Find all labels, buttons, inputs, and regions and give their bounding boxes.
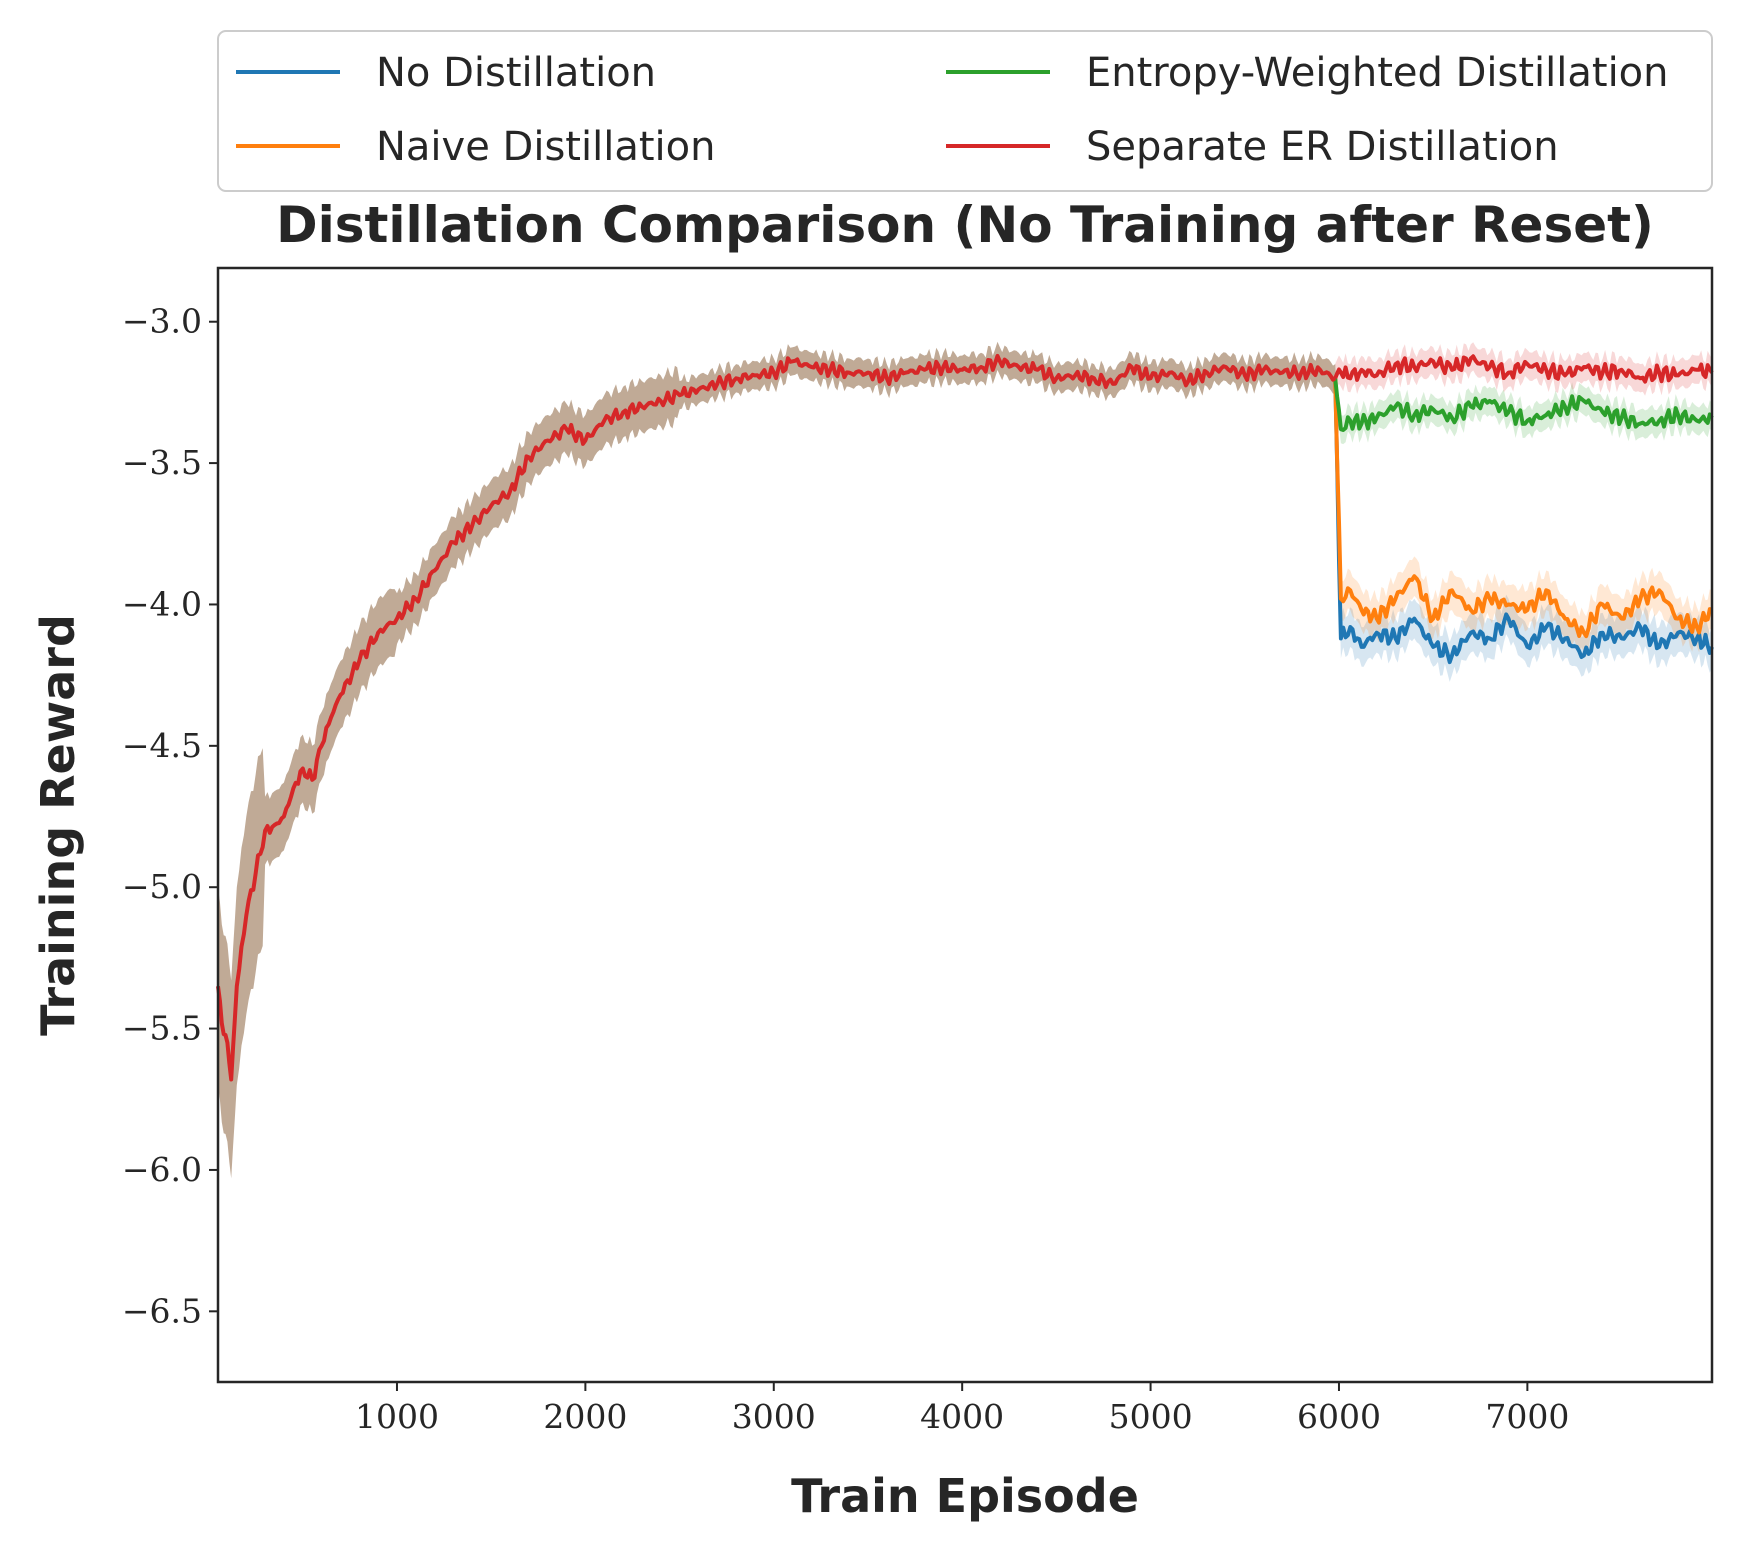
- legend-frame: [217, 30, 1713, 192]
- legend-label: Naive Distillation: [376, 124, 715, 170]
- x-tick-label: 5000: [1109, 1397, 1193, 1436]
- x-tick-label: 6000: [1297, 1397, 1381, 1436]
- y-tick-label: −4.0: [122, 584, 202, 623]
- x-tick-label: 3000: [732, 1397, 816, 1436]
- y-axis-ticks: −6.5 −6.0 −5.5 −5.0 −4.5 −4.0 −3.5 −3.0: [122, 302, 218, 1330]
- y-tick-label: −3.5: [122, 443, 202, 482]
- x-tick-label: 4000: [920, 1397, 1004, 1436]
- band-no-distillation: [1335, 358, 1712, 682]
- legend: No Distillation Naive Distillation Entropy…: [217, 30, 1713, 192]
- line-shared-prefix: [216, 353, 1337, 1082]
- x-axis-ticks: 1000 2000 3000 4000 5000 6000 7000: [355, 1382, 1569, 1436]
- legend-label: Separate ER Distillation: [1086, 124, 1559, 170]
- confidence-bands: [218, 341, 1712, 1179]
- y-axis-label: Training Reward: [31, 614, 85, 1036]
- band-naive-distillation: [1335, 358, 1712, 656]
- y-tick-label: −5.0: [122, 867, 202, 906]
- legend-label: Entropy-Weighted Distillation: [1086, 50, 1669, 96]
- shared-band: [218, 341, 1336, 1179]
- x-tick-label: 1000: [355, 1397, 439, 1436]
- line-no-distillation: [1333, 378, 1714, 665]
- line-naive-distillation: [1333, 378, 1713, 639]
- series-lines: [216, 353, 1714, 1082]
- y-tick-label: −4.5: [122, 726, 202, 765]
- legend-label: No Distillation: [376, 50, 656, 96]
- y-tick-label: −6.0: [122, 1150, 202, 1189]
- x-tick-label: 2000: [543, 1397, 627, 1436]
- x-axis-label: Train Episode: [791, 1469, 1139, 1523]
- chart-title: Distillation Comparison (No Training aft…: [276, 196, 1654, 254]
- line-entropy-weighted-distillation: [1333, 378, 1714, 432]
- y-tick-label: −6.5: [122, 1291, 202, 1330]
- plot-frame: [216, 266, 1714, 1384]
- line-separate-er-distillation: [1333, 354, 1714, 384]
- y-tick-label: −3.0: [122, 302, 202, 341]
- y-tick-label: −5.5: [122, 1009, 202, 1048]
- x-tick-label: 7000: [1485, 1397, 1569, 1436]
